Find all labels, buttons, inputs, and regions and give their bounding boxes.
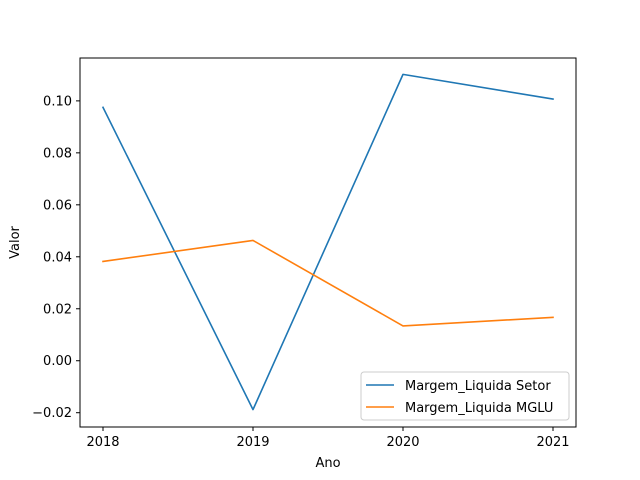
x-tick-label: 2018 xyxy=(86,435,119,450)
series-layer xyxy=(101,73,554,411)
y-tick-label: −0.02 xyxy=(32,406,72,421)
x-tick-label: 2019 xyxy=(236,435,269,450)
legend-label-mglu: Margem_Liquida MGLU xyxy=(405,401,553,416)
series-line-setor xyxy=(101,73,554,411)
y-tick-label: 0.06 xyxy=(43,198,72,213)
y-tick-label: 0.02 xyxy=(43,302,72,317)
plot-frame xyxy=(79,57,577,428)
series-line-mglu xyxy=(102,239,554,327)
x-tick-label: 2021 xyxy=(536,435,569,450)
y-axis-title: Valor xyxy=(8,225,23,258)
legend: Margem_Liquida Setor Margem_Liquida MGLU xyxy=(360,371,570,421)
y-tick-label: 0.10 xyxy=(43,94,72,109)
legend-box xyxy=(360,371,570,421)
y-tick-label: 0.08 xyxy=(43,146,72,161)
x-axis: 2018 2019 2020 2021 xyxy=(86,427,570,450)
legend-label-setor: Margem_Liquida Setor xyxy=(405,379,551,394)
y-axis: −0.02 0.00 0.02 0.04 0.06 0.08 0.10 xyxy=(32,94,80,421)
x-axis-title: Ano xyxy=(315,456,340,471)
x-tick-label: 2020 xyxy=(386,435,419,450)
y-tick-label: 0.00 xyxy=(43,354,72,369)
y-tick-label: 0.04 xyxy=(43,250,72,265)
